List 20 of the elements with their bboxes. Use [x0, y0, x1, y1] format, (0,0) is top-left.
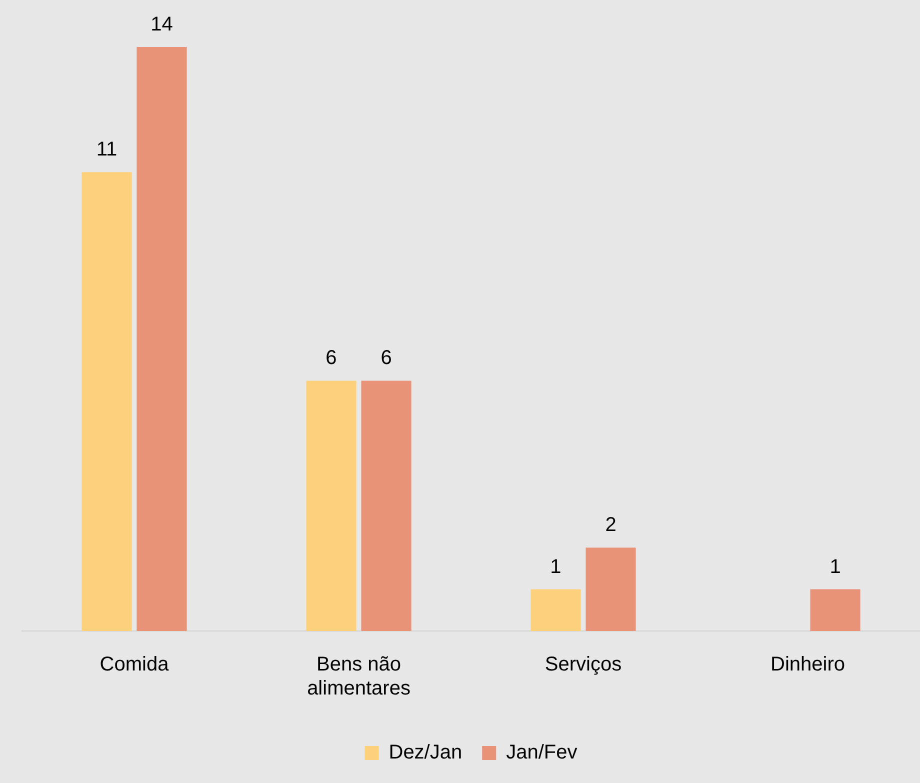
- bar: [82, 172, 132, 631]
- bar: [306, 380, 356, 631]
- x-tick-label: Comida: [100, 654, 170, 676]
- data-label: 6: [326, 347, 337, 370]
- data-label: 2: [605, 514, 616, 536]
- bar: [361, 380, 412, 631]
- data-label: 11: [96, 138, 118, 161]
- x-tick-label: Serviços: [544, 654, 622, 676]
- data-label: 6: [380, 347, 392, 370]
- bar: [530, 589, 581, 631]
- bar: [810, 589, 860, 631]
- legend-label: Dez/Jan: [388, 742, 462, 764]
- data-label: 1: [830, 556, 841, 578]
- data-label: 1: [550, 556, 562, 578]
- x-tick-label: Bens não alimentares: [307, 654, 410, 700]
- data-label: 14: [150, 14, 173, 36]
- x-tick-label: Dinheiro: [770, 654, 845, 676]
- bar: [136, 47, 187, 631]
- bar: [586, 548, 636, 631]
- legend-label: Jan/Fev: [506, 742, 578, 764]
